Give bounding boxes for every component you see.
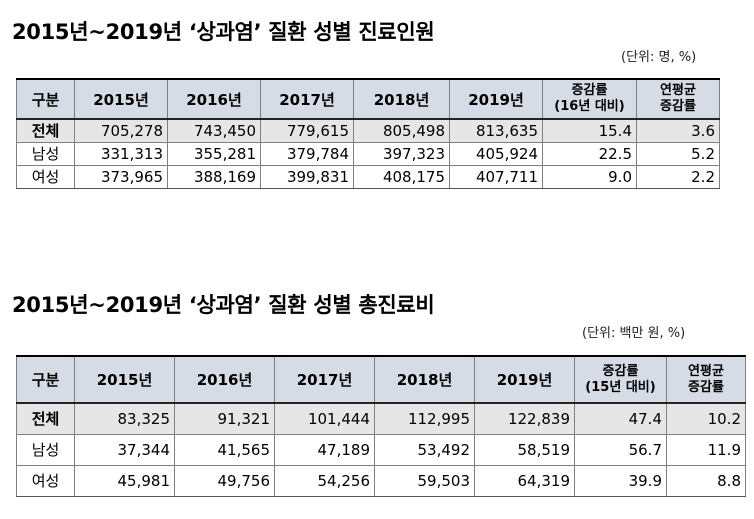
header-2018: 2018년	[353, 78, 450, 120]
cell-2016: 49,756	[174, 464, 275, 497]
cell-2015: 373,965	[74, 164, 168, 189]
cell-2019: 122,839	[474, 402, 575, 435]
cell-annual: 5.2	[636, 141, 720, 166]
table-row-female: 여성 45,981 49,756 54,256 59,503 64,319 39…	[16, 464, 746, 497]
cell-annual: 8.8	[666, 464, 746, 497]
cell-2015: 705,278	[74, 118, 168, 143]
cell-annual: 2.2	[636, 164, 720, 189]
header-2017: 2017년	[274, 355, 375, 404]
cell-2019: 405,924	[449, 141, 543, 166]
cell-2016: 91,321	[174, 402, 275, 435]
header-2016: 2016년	[174, 355, 275, 404]
cell-2015: 45,981	[74, 464, 175, 497]
header-2017: 2017년	[260, 78, 354, 120]
cell-2018: 59,503	[374, 464, 475, 497]
row-label: 남성	[16, 141, 75, 166]
header-2019: 2019년	[449, 78, 543, 120]
cell-2017: 779,615	[260, 118, 354, 143]
cell-2017: 379,784	[260, 141, 354, 166]
header-2018: 2018년	[374, 355, 475, 404]
table-title-costs: 2015년~2019년 ‘상과염’ 질환 성별 총진료비	[12, 293, 435, 317]
cell-2017: 54,256	[274, 464, 375, 497]
cell-2018: 112,995	[374, 402, 475, 435]
cell-2019: 813,635	[449, 118, 543, 143]
cell-2015: 83,325	[74, 402, 175, 435]
cell-2018: 408,175	[353, 164, 450, 189]
header-category: 구분	[16, 355, 75, 404]
row-label: 여성	[16, 164, 75, 189]
table-row-male: 남성 37,344 41,565 47,189 53,492 58,519 56…	[16, 433, 746, 466]
header-growth-rate: 증감률 (15년 대비)	[574, 355, 667, 404]
header-row: 구분 2015년 2016년 2017년 2018년 2019년 증감률 (15…	[16, 355, 746, 404]
table-title-patients: 2015년~2019년 ‘상과염’ 질환 성별 진료인원	[12, 20, 435, 44]
cell-2017: 399,831	[260, 164, 354, 189]
row-label: 남성	[16, 433, 75, 466]
unit-label-costs: (단위: 백만 원, %)	[582, 326, 686, 341]
cell-growth: 15.4	[542, 118, 637, 143]
row-label: 여성	[16, 464, 75, 497]
unit-label-patients: (단위: 명, %)	[621, 50, 697, 65]
cell-2016: 355,281	[167, 141, 261, 166]
cell-growth: 39.9	[574, 464, 667, 497]
table-row-total: 전체 83,325 91,321 101,444 112,995 122,839…	[16, 402, 746, 435]
cell-2018: 53,492	[374, 433, 475, 466]
cell-2015: 37,344	[74, 433, 175, 466]
cell-2015: 331,313	[74, 141, 168, 166]
header-2015: 2015년	[74, 78, 168, 120]
header-growth-rate: 증감률 (16년 대비)	[542, 78, 637, 120]
header-2016: 2016년	[167, 78, 261, 120]
cell-annual: 3.6	[636, 118, 720, 143]
header-2019: 2019년	[474, 355, 575, 404]
cell-annual: 11.9	[666, 433, 746, 466]
patients-table: 구분 2015년 2016년 2017년 2018년 2019년 증감률 (16…	[16, 78, 720, 189]
cell-2019: 58,519	[474, 433, 575, 466]
cell-2018: 397,323	[353, 141, 450, 166]
table-row-male: 남성 331,313 355,281 379,784 397,323 405,9…	[16, 141, 720, 166]
cell-growth: 47.4	[574, 402, 667, 435]
cell-2017: 47,189	[274, 433, 375, 466]
costs-table: 구분 2015년 2016년 2017년 2018년 2019년 증감률 (15…	[16, 355, 746, 497]
table-row-female: 여성 373,965 388,169 399,831 408,175 407,7…	[16, 164, 720, 189]
header-annual-rate: 연평균 증감률	[636, 78, 720, 120]
cell-2019: 407,711	[449, 164, 543, 189]
cell-growth: 56.7	[574, 433, 667, 466]
table-row-total: 전체 705,278 743,450 779,615 805,498 813,6…	[16, 118, 720, 143]
cell-annual: 10.2	[666, 402, 746, 435]
header-annual-rate: 연평균 증감률	[666, 355, 746, 404]
header-category: 구분	[16, 78, 75, 120]
cell-growth: 9.0	[542, 164, 637, 189]
cell-2016: 41,565	[174, 433, 275, 466]
header-row: 구분 2015년 2016년 2017년 2018년 2019년 증감률 (16…	[16, 78, 720, 120]
cell-2017: 101,444	[274, 402, 375, 435]
row-label: 전체	[16, 118, 75, 143]
header-2015: 2015년	[74, 355, 175, 404]
cell-2016: 743,450	[167, 118, 261, 143]
cell-2019: 64,319	[474, 464, 575, 497]
cell-growth: 22.5	[542, 141, 637, 166]
cell-2016: 388,169	[167, 164, 261, 189]
cell-2018: 805,498	[353, 118, 450, 143]
row-label: 전체	[16, 402, 75, 435]
